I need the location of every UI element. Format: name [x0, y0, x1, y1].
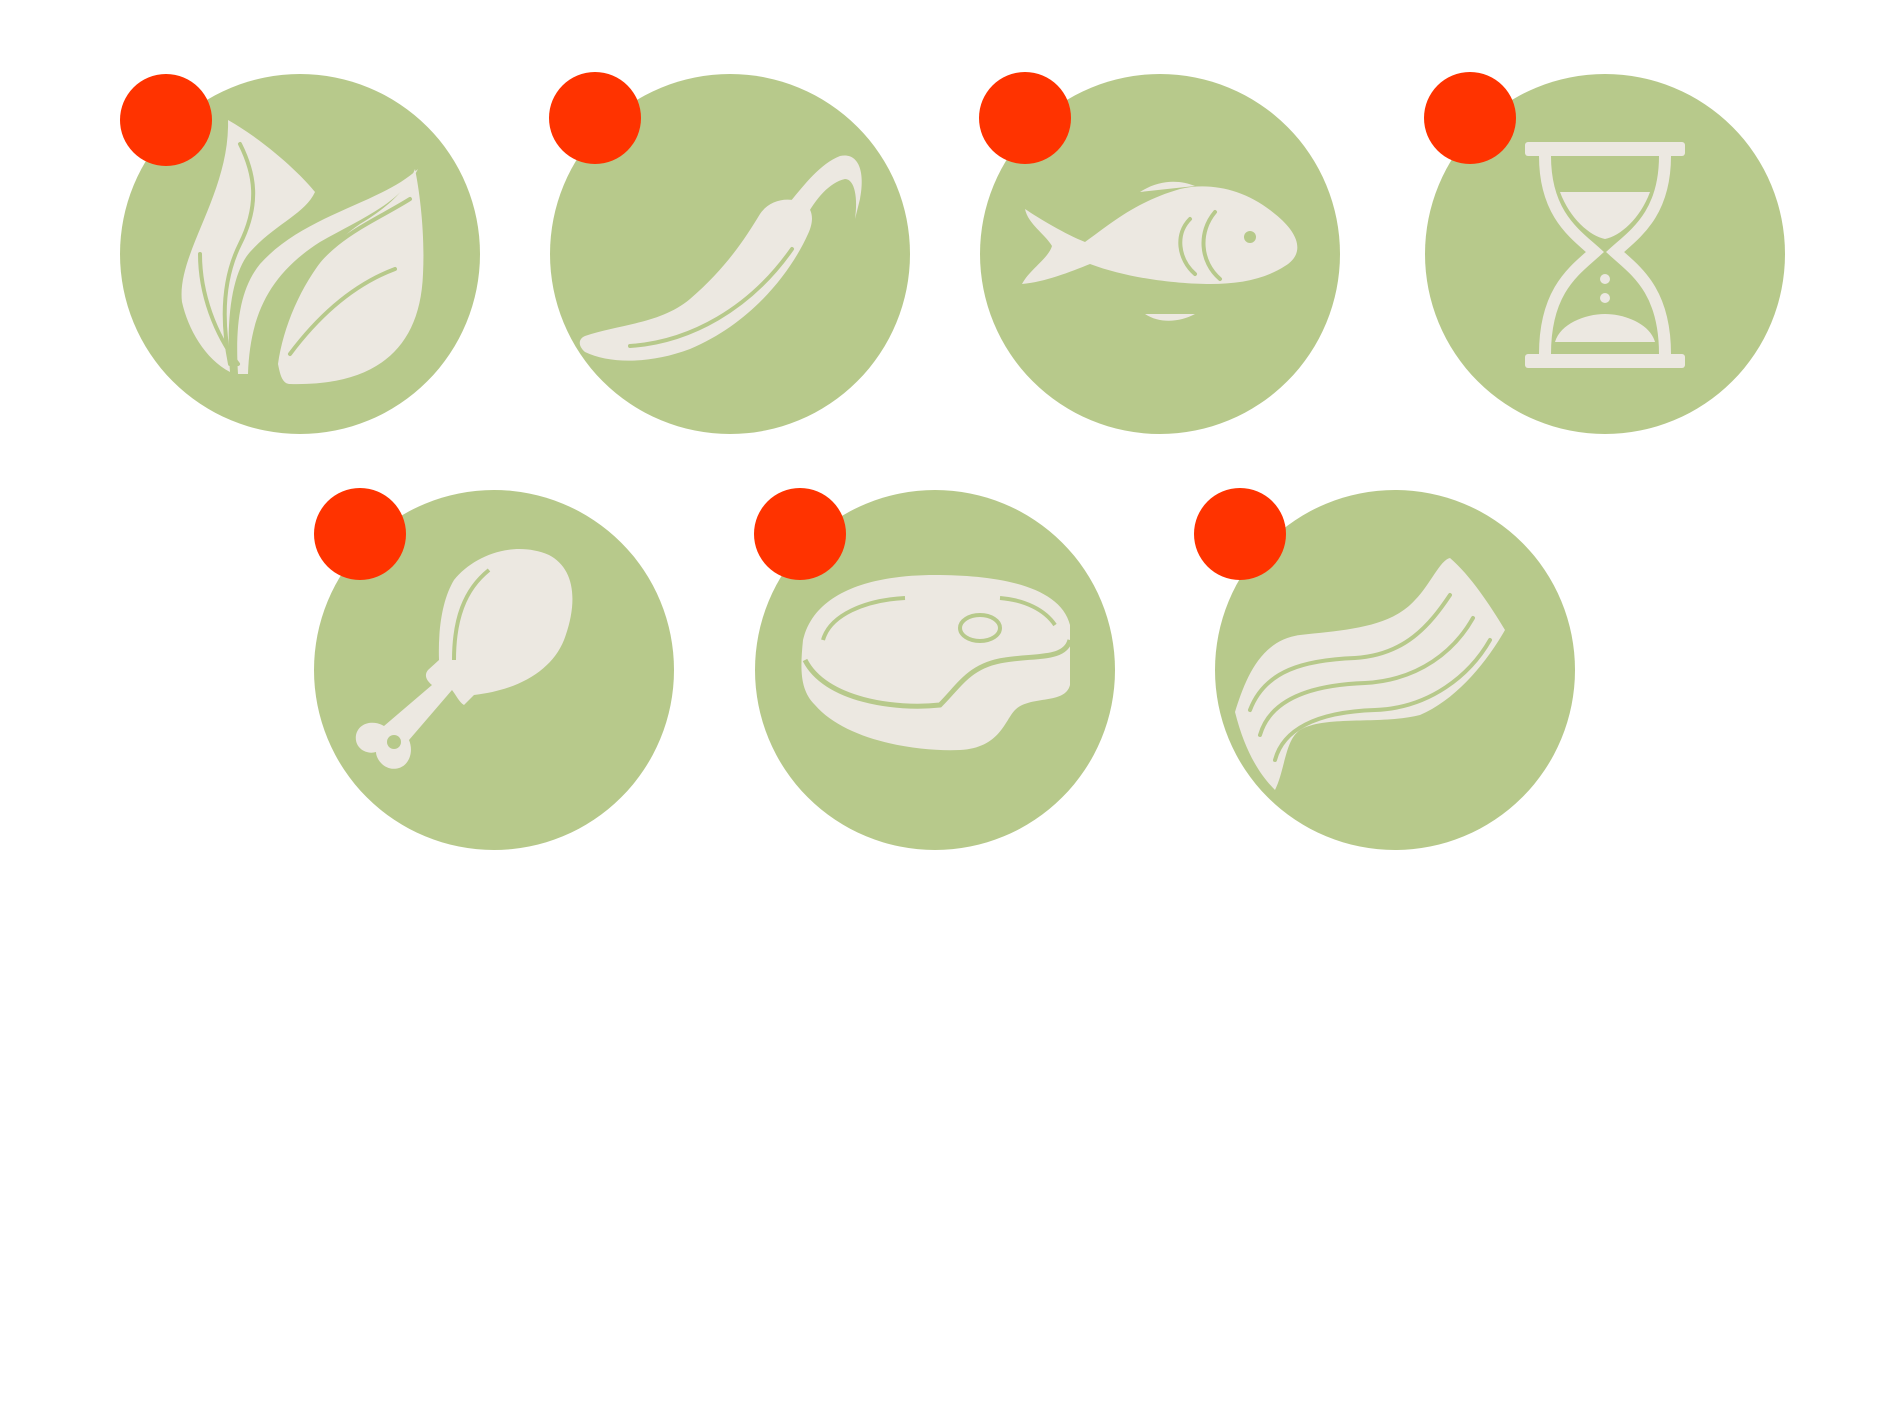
- red-dot: [1194, 488, 1286, 580]
- leaves-badge[interactable]: [120, 74, 480, 434]
- red-dot: [549, 72, 641, 164]
- leaves-icon: [181, 120, 424, 385]
- steak-icon: [801, 575, 1073, 751]
- red-dot: [1424, 72, 1516, 164]
- red-dot: [979, 72, 1071, 164]
- chili-pepper-icon: [579, 155, 862, 361]
- fish-icon: [1022, 181, 1298, 321]
- chicken-drumstick-icon: [355, 549, 573, 769]
- bacon-icon: [1235, 558, 1505, 790]
- red-dot: [314, 488, 406, 580]
- red-dot: [754, 488, 846, 580]
- hourglass-icon: [1525, 142, 1685, 368]
- red-dot: [120, 74, 212, 166]
